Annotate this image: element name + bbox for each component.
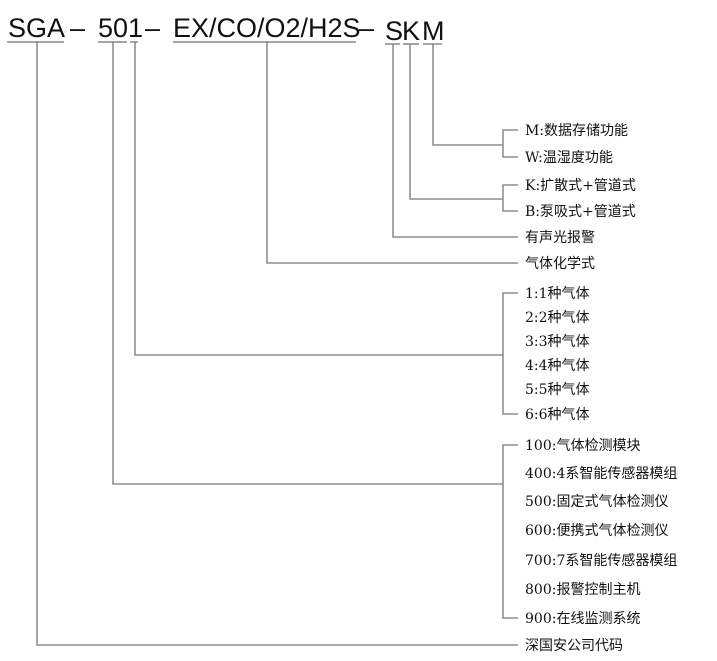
option-series-800: 800:报警控制主机 bbox=[525, 582, 640, 598]
code-501: 501 bbox=[98, 13, 143, 43]
option-m: M:数据存储功能 bbox=[525, 123, 628, 139]
separator: – bbox=[70, 13, 85, 43]
option-gas-1: 1:1种气体 bbox=[525, 286, 590, 302]
code-s: S bbox=[385, 16, 403, 46]
option-series-100: 100:气体检测模块 bbox=[525, 438, 640, 454]
option-series-900: 900:在线监测系统 bbox=[525, 611, 640, 627]
product-series-options: 100:气体检测模块 400:4系智能传感器模组 500:固定式气体检测仪 60… bbox=[525, 438, 677, 627]
option-b: B:泵吸式+管道式 bbox=[525, 204, 636, 220]
code-m: M bbox=[422, 16, 445, 46]
option-series-500: 500:固定式气体检测仪 bbox=[525, 494, 668, 510]
option-series-700: 700:7系智能传感器模组 bbox=[525, 552, 677, 569]
option-gas-2: 2:2种气体 bbox=[525, 310, 590, 326]
code-k: K bbox=[402, 16, 420, 46]
data-function-options: M:数据存储功能 W:温湿度功能 bbox=[525, 123, 628, 166]
company-code-label: 深国安公司代码 bbox=[525, 638, 623, 654]
separator: – bbox=[145, 13, 160, 43]
option-series-400: 400:4系智能传感器模组 bbox=[525, 465, 677, 482]
code-gas-formula: EX/CO/O2/H2S bbox=[173, 13, 361, 43]
separator: – bbox=[359, 13, 374, 43]
option-w: W:温湿度功能 bbox=[525, 150, 613, 166]
option-gas-4: 4:4种气体 bbox=[525, 358, 590, 374]
option-series-600: 600:便携式气体检测仪 bbox=[525, 523, 668, 539]
option-gas-5: 5:5种气体 bbox=[525, 382, 590, 398]
alarm-label: 有声光报警 bbox=[525, 230, 595, 246]
option-gas-3: 3:3种气体 bbox=[525, 334, 590, 350]
gas-formula-label: 气体化学式 bbox=[525, 256, 595, 272]
option-k: K:扩散式+管道式 bbox=[525, 178, 636, 194]
option-gas-6: 6:6种气体 bbox=[525, 407, 590, 423]
connectors bbox=[36, 42, 518, 646]
gas-count-options: 1:1种气体 2:2种气体 3:3种气体 4:4种气体 5:5种气体 6:6种气… bbox=[525, 286, 590, 423]
sampling-options: K:扩散式+管道式 B:泵吸式+管道式 bbox=[525, 178, 636, 220]
code-sga: SGA bbox=[8, 13, 65, 43]
